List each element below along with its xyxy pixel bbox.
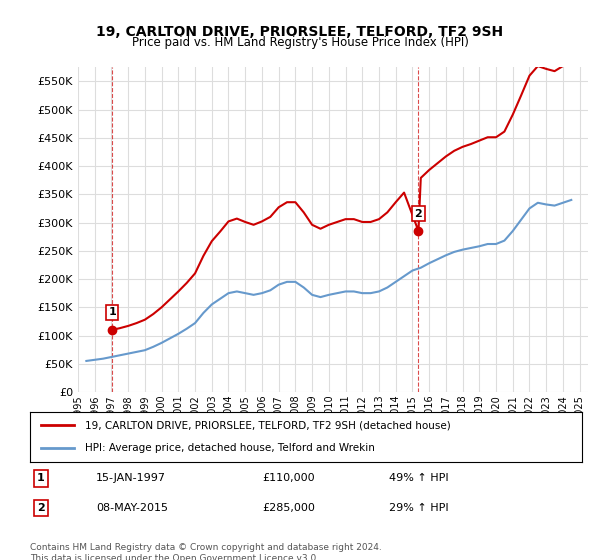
Text: 1: 1: [108, 307, 116, 318]
Text: 19, CARLTON DRIVE, PRIORSLEE, TELFORD, TF2 9SH: 19, CARLTON DRIVE, PRIORSLEE, TELFORD, T…: [97, 25, 503, 39]
Text: 49% ↑ HPI: 49% ↑ HPI: [389, 473, 448, 483]
Text: £110,000: £110,000: [262, 473, 314, 483]
Text: 19, CARLTON DRIVE, PRIORSLEE, TELFORD, TF2 9SH (detached house): 19, CARLTON DRIVE, PRIORSLEE, TELFORD, T…: [85, 420, 451, 430]
Text: HPI: Average price, detached house, Telford and Wrekin: HPI: Average price, detached house, Telf…: [85, 444, 375, 454]
Text: 15-JAN-1997: 15-JAN-1997: [96, 473, 166, 483]
Text: Price paid vs. HM Land Registry's House Price Index (HPI): Price paid vs. HM Land Registry's House …: [131, 36, 469, 49]
Text: 29% ↑ HPI: 29% ↑ HPI: [389, 503, 448, 513]
Text: £285,000: £285,000: [262, 503, 315, 513]
Text: 08-MAY-2015: 08-MAY-2015: [96, 503, 168, 513]
Text: Contains HM Land Registry data © Crown copyright and database right 2024.
This d: Contains HM Land Registry data © Crown c…: [30, 543, 382, 560]
Text: 2: 2: [37, 503, 45, 513]
Text: 1: 1: [37, 473, 45, 483]
Text: 2: 2: [415, 208, 422, 218]
